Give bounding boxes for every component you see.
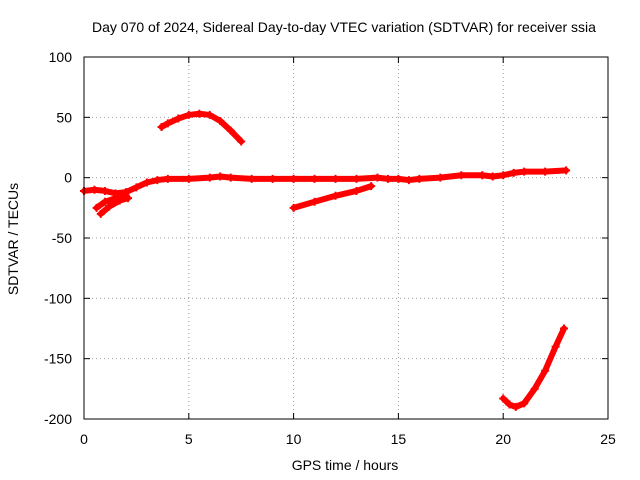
data-point — [105, 202, 114, 211]
data-point — [226, 126, 235, 135]
data-point — [505, 400, 514, 409]
y-tick-label: -50 — [52, 230, 72, 246]
data-point — [100, 197, 109, 206]
x-tick-label: 10 — [286, 431, 302, 447]
y-tick-label: 0 — [64, 170, 72, 186]
series-layer — [80, 109, 571, 411]
data-point — [247, 174, 256, 183]
y-tick-label: -100 — [44, 290, 72, 306]
series-middle-segment — [289, 182, 376, 212]
y-tick-label: -150 — [44, 351, 72, 367]
y-axis-label: SDTVAR / TECUs — [5, 183, 21, 295]
data-point — [559, 324, 568, 333]
data-point — [216, 172, 225, 181]
data-point — [237, 137, 246, 146]
data-point — [174, 114, 183, 123]
data-point — [157, 122, 166, 131]
data-point — [541, 167, 550, 176]
data-point — [562, 166, 571, 175]
data-point — [499, 171, 508, 180]
data-point — [195, 109, 204, 118]
data-point — [163, 174, 172, 183]
axis-layer: 0 5 10 15 20 25 -200 -150 -100 -50 0 50 100 — [44, 49, 616, 447]
data-point — [394, 174, 403, 183]
data-point — [436, 173, 445, 182]
data-point — [100, 186, 109, 195]
data-point — [163, 119, 172, 128]
data-point — [268, 174, 277, 183]
series-upper-arc — [157, 109, 246, 146]
grid-layer — [84, 57, 608, 419]
data-point — [184, 110, 193, 119]
y-tick-label: -200 — [44, 411, 72, 427]
data-point — [289, 174, 298, 183]
data-point — [457, 171, 466, 180]
x-tick-label: 5 — [185, 431, 193, 447]
data-point — [184, 174, 193, 183]
data-point — [226, 173, 235, 182]
data-point — [352, 174, 361, 183]
data-point — [488, 172, 497, 181]
chart-title: Day 070 of 2024, Sidereal Day-to-day VTE… — [92, 19, 596, 35]
data-point — [520, 167, 529, 176]
data-point — [310, 174, 319, 183]
data-point — [331, 191, 340, 200]
plot-frame — [83, 56, 609, 420]
data-point — [383, 174, 392, 183]
data-point — [289, 203, 298, 212]
data-point — [367, 182, 376, 191]
data-point — [132, 183, 141, 192]
data-point — [153, 176, 162, 185]
data-point — [205, 173, 214, 182]
data-point — [373, 173, 382, 182]
data-point — [499, 394, 508, 403]
data-point — [331, 174, 340, 183]
data-point — [509, 168, 518, 177]
data-point — [115, 196, 124, 205]
data-point — [92, 203, 101, 212]
data-point — [520, 399, 529, 408]
y-tick-label: 50 — [56, 109, 72, 125]
data-point — [404, 176, 413, 185]
data-point — [478, 171, 487, 180]
data-point — [310, 197, 319, 206]
x-tick-label: 25 — [600, 431, 616, 447]
series-line — [93, 192, 129, 211]
data-point — [205, 110, 214, 119]
data-point — [352, 186, 361, 195]
series-lower-arc — [499, 324, 568, 411]
data-point — [142, 178, 151, 187]
data-point — [216, 116, 225, 125]
data-point — [96, 209, 105, 218]
x-tick-label: 0 — [80, 431, 88, 447]
data-point — [530, 384, 539, 393]
y-tick-label: 100 — [49, 49, 73, 65]
data-point — [551, 342, 560, 351]
series-low-elevation-start-2 — [96, 194, 133, 218]
data-point — [541, 366, 550, 375]
data-point — [511, 402, 520, 411]
x-tick-label: 15 — [391, 431, 407, 447]
series-line — [97, 195, 132, 217]
data-point — [415, 174, 424, 183]
data-point — [124, 194, 133, 203]
data-point — [90, 185, 99, 194]
x-tick-label: 20 — [495, 431, 511, 447]
x-axis-label: GPS time / hours — [292, 457, 399, 473]
